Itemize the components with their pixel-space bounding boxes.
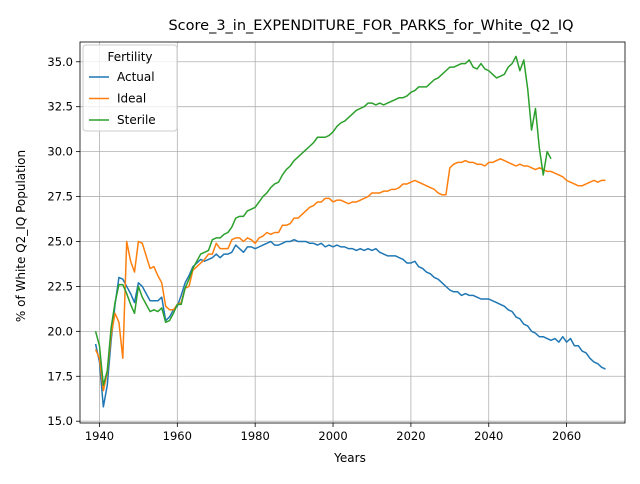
y-tick-label: 30.0 xyxy=(47,145,73,159)
y-tick-label: 22.5 xyxy=(47,279,73,293)
y-tick-label: 35.0 xyxy=(47,55,73,69)
legend-label-ideal: Ideal xyxy=(117,92,146,106)
x-tick-label: 1960 xyxy=(163,429,192,443)
axis-ticks: 1940 1960 1980 2000 2020 2040 2060 15.0 17.5 20.0… xyxy=(47,55,581,443)
x-tick-label: 2040 xyxy=(474,429,503,443)
series-line-actual xyxy=(94,238,606,408)
x-tick-label: 1940 xyxy=(85,429,114,443)
legend-entries: Actual Ideal Sterile xyxy=(89,70,156,127)
x-tick-label: 2020 xyxy=(396,429,425,443)
y-tick-label: 27.5 xyxy=(47,190,73,204)
plot-frame xyxy=(79,41,626,424)
y-tick-label: 25.0 xyxy=(47,234,73,248)
legend-label-sterile: Sterile xyxy=(117,113,156,127)
chart-title: Score_3_in_EXPENDITURE_FOR_PARKS_for_Whi… xyxy=(168,18,573,34)
x-tick-label: 2060 xyxy=(552,429,581,443)
grid xyxy=(80,42,625,423)
y-tick-label: 17.5 xyxy=(47,369,73,383)
legend-title: Fertility xyxy=(107,50,152,64)
series-lines xyxy=(94,55,606,408)
legend-label-actual: Actual xyxy=(117,70,155,84)
series-line-sterile xyxy=(94,55,552,387)
x-tick-label: 2000 xyxy=(318,429,347,443)
legend: Fertility Actual Ideal Sterile xyxy=(82,44,178,132)
y-axis-label: % of White Q2_IQ Population xyxy=(14,150,28,322)
y-tick-label: 20.0 xyxy=(47,324,73,338)
x-axis-label: Years xyxy=(333,451,366,465)
series-line-ideal xyxy=(94,158,606,392)
legend-box xyxy=(82,44,178,132)
x-tick-label: 1980 xyxy=(241,429,270,443)
y-tick-label: 15.0 xyxy=(47,414,73,428)
y-tick-label: 32.5 xyxy=(47,100,73,114)
